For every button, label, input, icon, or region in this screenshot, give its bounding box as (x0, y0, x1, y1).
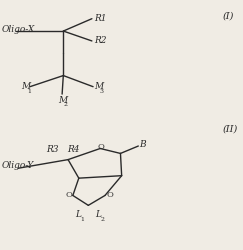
Text: B: B (139, 140, 146, 149)
Text: Oligo-Y: Oligo-Y (1, 161, 34, 170)
Text: 2: 2 (63, 102, 67, 107)
Text: M: M (22, 82, 31, 91)
Text: O: O (98, 142, 105, 150)
Text: 1: 1 (81, 217, 85, 222)
Text: L: L (95, 210, 102, 219)
Text: L: L (75, 210, 81, 219)
Text: R2: R2 (94, 36, 107, 46)
Text: 2: 2 (101, 217, 105, 222)
Text: (I): (I) (223, 11, 234, 20)
Text: M: M (58, 96, 67, 105)
Text: 3: 3 (100, 89, 104, 94)
Text: 1: 1 (27, 89, 31, 94)
Text: O: O (65, 192, 72, 200)
Text: Oligo-X: Oligo-X (1, 25, 35, 34)
Text: O: O (106, 192, 113, 200)
Text: R1: R1 (94, 14, 107, 23)
Text: R3: R3 (47, 145, 59, 154)
Text: R4: R4 (67, 145, 79, 154)
Text: M: M (94, 82, 104, 91)
Text: (II): (II) (223, 125, 238, 134)
